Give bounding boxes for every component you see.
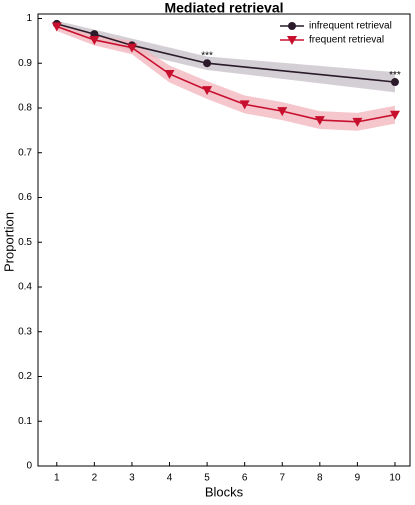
y-tick-label: 0	[26, 461, 32, 472]
y-tick-label: 0.2	[18, 371, 32, 382]
confidence-band	[56, 20, 395, 93]
point	[89, 35, 100, 45]
legend-label: frequent retrieval	[309, 35, 384, 46]
point	[126, 43, 137, 53]
confidence-band	[56, 22, 395, 131]
y-tick-label: 0.7	[18, 147, 32, 158]
point	[314, 116, 325, 126]
y-tick-label: 0.8	[18, 103, 32, 114]
x-tick-label: 7	[279, 473, 285, 484]
y-tick-label: 0.3	[18, 326, 32, 337]
y-tick-label: 0.5	[18, 237, 32, 248]
y-tick-label: 0.9	[18, 58, 32, 69]
x-tick-label: 1	[54, 473, 60, 484]
legend-marker	[287, 36, 297, 45]
point	[390, 78, 399, 87]
y-tick-label: 0.6	[18, 192, 32, 203]
x-tick-label: 6	[242, 473, 248, 484]
annotation: ***	[201, 51, 213, 62]
x-tick-label: 2	[92, 473, 98, 484]
x-tick-label: 5	[204, 473, 210, 484]
y-tick-label: 0.1	[18, 416, 32, 427]
point	[352, 117, 363, 127]
annotation: ***	[389, 70, 401, 81]
x-axis-label: Blocks	[205, 484, 244, 499]
point	[164, 69, 175, 79]
x-tick-label: 10	[389, 473, 401, 484]
point	[277, 107, 288, 117]
y-axis-label: Proportion	[1, 212, 16, 272]
series-line	[56, 25, 396, 123]
point	[202, 86, 213, 96]
legend-marker	[288, 22, 296, 30]
chart-title: Mediated retrieval	[164, 0, 283, 16]
x-tick-label: 3	[129, 473, 135, 484]
y-tick-label: 1	[26, 13, 32, 24]
plot-frame	[37, 13, 411, 467]
x-tick-label: 9	[355, 473, 361, 484]
x-tick-label: 4	[167, 473, 173, 484]
point	[239, 100, 250, 110]
legend-label: infrequent retrieval	[309, 21, 392, 32]
x-tick-label: 8	[317, 473, 323, 484]
point	[389, 110, 400, 120]
point	[51, 22, 62, 32]
y-tick-label: 0.4	[18, 282, 32, 293]
point	[203, 59, 212, 68]
